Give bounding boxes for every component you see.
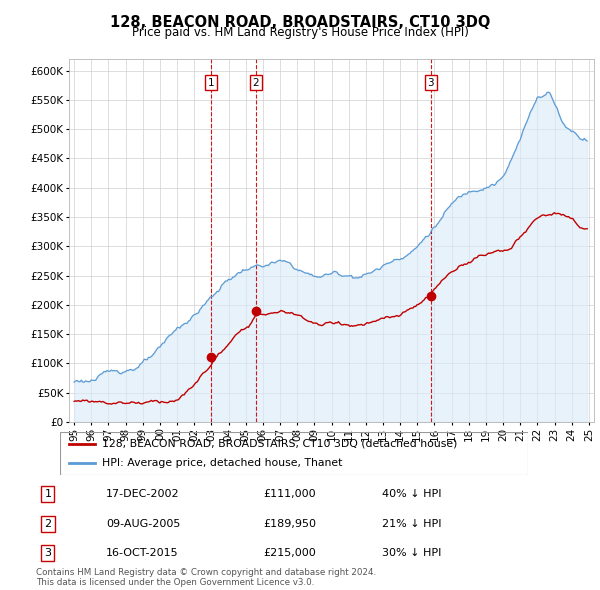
Text: 2: 2 [253,78,259,87]
Text: 17-DEC-2002: 17-DEC-2002 [106,489,180,499]
Text: 128, BEACON ROAD, BROADSTAIRS, CT10 3DQ (detached house): 128, BEACON ROAD, BROADSTAIRS, CT10 3DQ … [102,439,457,449]
Text: 2: 2 [44,519,52,529]
Text: 09-AUG-2005: 09-AUG-2005 [106,519,181,529]
Text: 21% ↓ HPI: 21% ↓ HPI [382,519,441,529]
Text: Contains HM Land Registry data © Crown copyright and database right 2024.: Contains HM Land Registry data © Crown c… [36,568,376,577]
Text: HPI: Average price, detached house, Thanet: HPI: Average price, detached house, Than… [102,458,343,468]
Text: 128, BEACON ROAD, BROADSTAIRS, CT10 3DQ: 128, BEACON ROAD, BROADSTAIRS, CT10 3DQ [110,15,490,30]
Text: 3: 3 [44,548,52,558]
Text: 40% ↓ HPI: 40% ↓ HPI [382,489,441,499]
Text: £189,950: £189,950 [263,519,316,529]
Text: 3: 3 [428,78,434,87]
Text: £111,000: £111,000 [263,489,316,499]
Text: 16-OCT-2015: 16-OCT-2015 [106,548,179,558]
Text: 1: 1 [208,78,214,87]
Text: 30% ↓ HPI: 30% ↓ HPI [382,548,441,558]
Text: Price paid vs. HM Land Registry's House Price Index (HPI): Price paid vs. HM Land Registry's House … [131,26,469,39]
Text: £215,000: £215,000 [263,548,316,558]
Text: This data is licensed under the Open Government Licence v3.0.: This data is licensed under the Open Gov… [36,578,314,587]
Text: 1: 1 [44,489,52,499]
